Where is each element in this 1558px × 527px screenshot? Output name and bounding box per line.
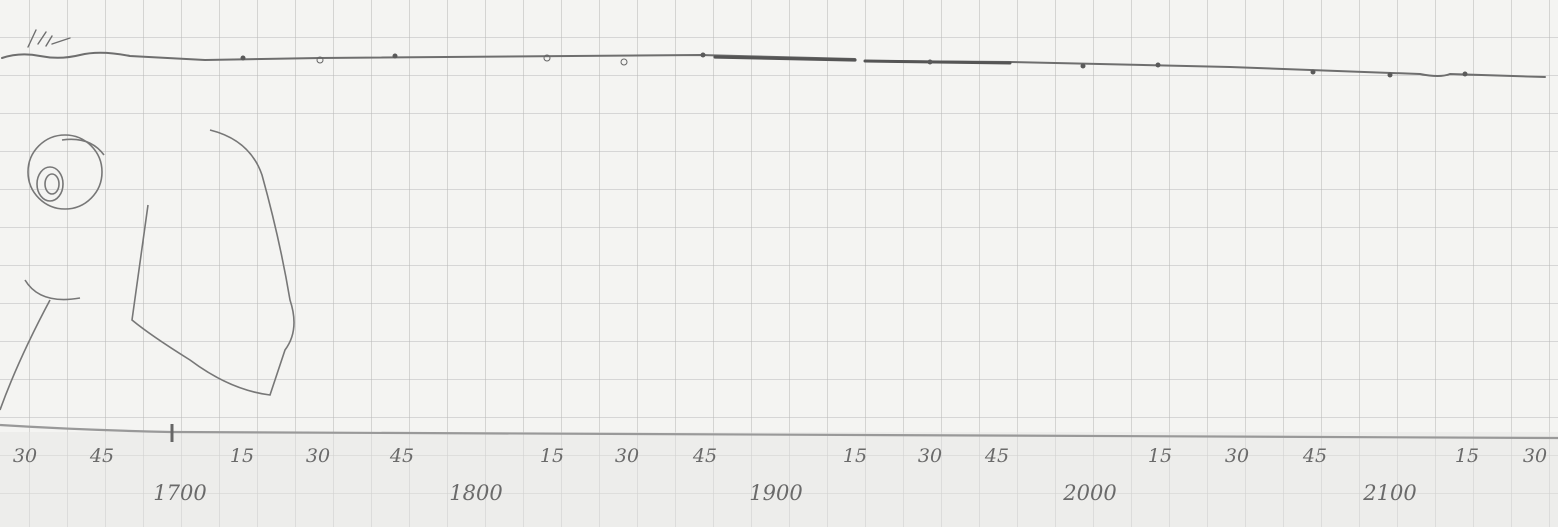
- minute-label: 45: [389, 445, 414, 467]
- minute-label: 30: [306, 445, 330, 467]
- minute-label: 45: [692, 445, 717, 467]
- minute-label: 45: [984, 445, 1009, 467]
- figure-sketch: [0, 129, 1558, 442]
- year-label: 2000: [1062, 481, 1116, 505]
- year-label: 1800: [449, 481, 502, 505]
- minute-label: 30: [918, 445, 942, 467]
- minute-label: 15: [1455, 445, 1479, 467]
- minute-label: 30: [1225, 445, 1249, 467]
- minute-label: 30: [615, 445, 639, 467]
- minute-label: 15: [843, 445, 867, 467]
- year-label: 1900: [749, 481, 802, 505]
- minute-label: 15: [1148, 445, 1172, 467]
- shaded-band: [0, 432, 1558, 527]
- minute-label: 30: [1523, 445, 1547, 467]
- minute-label: 30: [13, 445, 37, 467]
- timeline: [1, 29, 1546, 78]
- minute-label: 45: [89, 445, 114, 467]
- year-label: 1700: [153, 481, 206, 505]
- minute-label: 45: [1302, 445, 1327, 467]
- timeline-dots: [240, 52, 1468, 78]
- minute-label: 15: [540, 445, 564, 467]
- year-label: 2100: [1362, 481, 1416, 505]
- minute-label: 15: [230, 445, 254, 467]
